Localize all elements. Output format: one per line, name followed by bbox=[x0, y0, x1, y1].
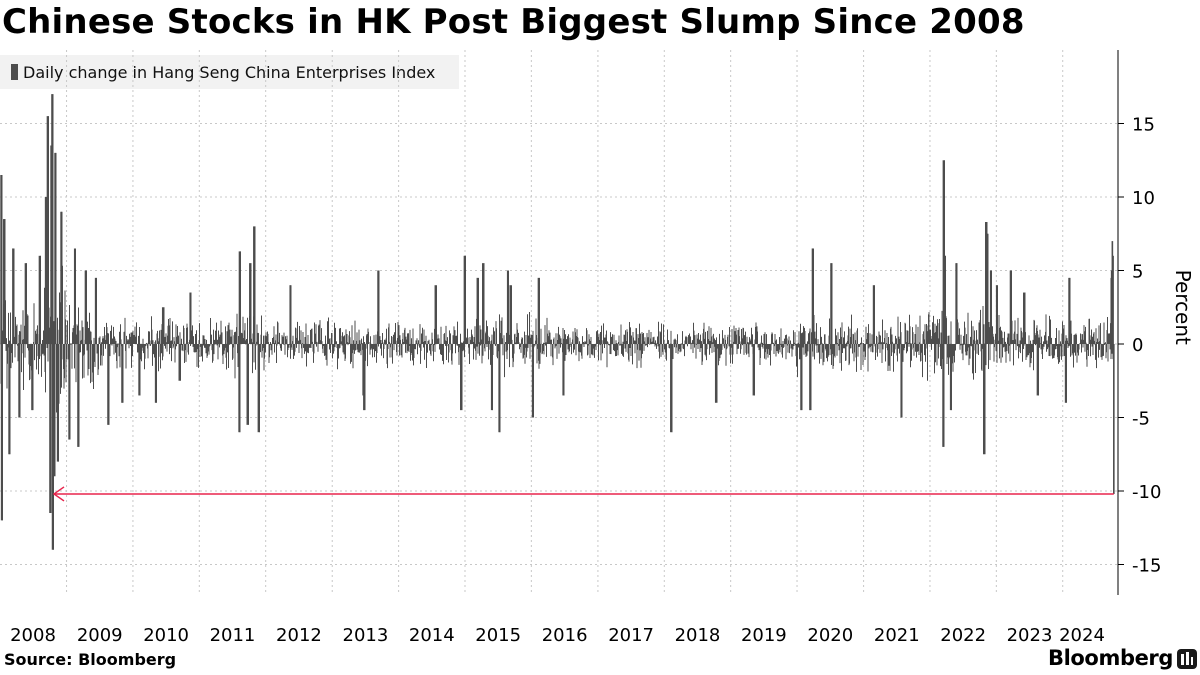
y-tick-label: 10 bbox=[1132, 188, 1155, 209]
x-tick-label: 2017 bbox=[608, 625, 654, 646]
annotation-arrow-head bbox=[52, 486, 65, 502]
y-tick-label: -5 bbox=[1132, 409, 1150, 430]
x-tick-label: 2014 bbox=[409, 625, 455, 646]
x-tick-label: 2020 bbox=[807, 625, 853, 646]
x-tick-label: 2009 bbox=[77, 625, 123, 646]
x-tick-label: 2008 bbox=[10, 625, 56, 646]
x-tick-label: 2022 bbox=[940, 625, 986, 646]
x-tick-label: 2012 bbox=[276, 625, 322, 646]
x-tick-label: 2021 bbox=[874, 625, 920, 646]
legend-swatch bbox=[11, 64, 18, 80]
x-tick-label: 2019 bbox=[741, 625, 787, 646]
y-tick-label: 0 bbox=[1132, 335, 1143, 356]
bloomberg-terminal-icon bbox=[1177, 649, 1197, 669]
y-tick-label: 15 bbox=[1132, 115, 1155, 136]
x-tick-label: 2023 bbox=[1007, 625, 1053, 646]
bar-series bbox=[0, 94, 1115, 550]
y-tick-label: -10 bbox=[1132, 482, 1161, 503]
axes: 15 10 5 0 -5 -10 -15 2008 2009 2010 2011 2012 2013 20… bbox=[10, 50, 1195, 646]
brand-logo: Bloomberg bbox=[1048, 646, 1174, 670]
source-note: Source: Bloomberg bbox=[4, 650, 177, 669]
y-axis-title: Percent bbox=[1171, 270, 1195, 345]
chart-title: Chinese Stocks in HK Post Biggest Slump … bbox=[2, 2, 1025, 42]
y-tick-label: 5 bbox=[1132, 262, 1143, 283]
gridlines bbox=[0, 50, 1118, 595]
x-tick-label: 2015 bbox=[475, 625, 521, 646]
x-tick-label: 2024 bbox=[1059, 625, 1105, 646]
annotations bbox=[52, 486, 1114, 502]
x-tick-label: 2010 bbox=[143, 625, 189, 646]
x-tick-label: 2013 bbox=[343, 625, 389, 646]
x-tick-label: 2016 bbox=[542, 625, 588, 646]
x-tick-label: 2018 bbox=[675, 625, 721, 646]
y-tick-label: -15 bbox=[1132, 556, 1161, 577]
bloomberg-terminal-icon-glyph bbox=[1181, 652, 1193, 665]
x-tick-label: 2011 bbox=[210, 625, 256, 646]
